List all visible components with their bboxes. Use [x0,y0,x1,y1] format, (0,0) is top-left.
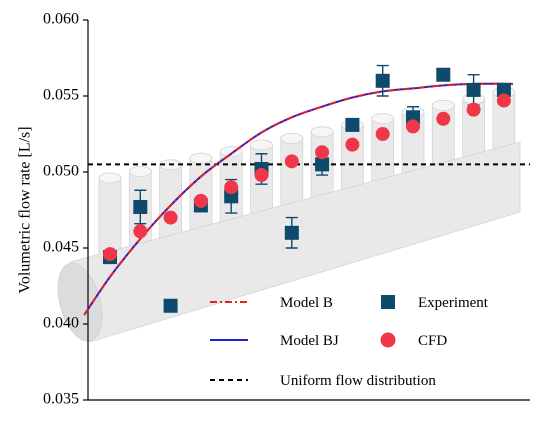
cfd-point [345,137,360,152]
manifold-branch-opening [189,152,213,164]
cfd-points [103,93,511,262]
cfd-point [436,111,451,126]
experiment-point [345,117,360,132]
y-tick-label: 0.050 [43,163,79,180]
experiment-point [466,82,481,97]
y-tick-label: 0.055 [43,87,79,104]
legend-uniform-label: Uniform flow distribution [280,373,436,389]
model-lines [83,82,513,316]
cfd-point [254,168,269,183]
cfd-point [224,180,239,195]
y-tick-label: 0.035 [43,391,79,408]
cfd-point [375,127,390,141]
cfd-point [163,210,178,225]
cfd-point [315,145,330,160]
y-ticks: 0.035 0.040 0.045 0.050 0.055 0.060 [43,11,88,408]
legend: Model B Experiment Model BJ CFD Uniform … [210,295,489,389]
manifold-inlet-opening [57,262,103,342]
experiment-point [496,82,511,97]
cfd-point [193,193,208,208]
manifold-branch-opening [98,172,122,184]
manifold-branch-opening [310,126,334,138]
cfd-point [284,154,299,169]
experiment-point [284,225,299,240]
cfd-point [406,119,420,134]
model-b-series-line [83,82,513,316]
legend-experiment-label: Experiment [418,295,489,311]
legend-experiment-marker [381,295,395,309]
legend-cfd-marker [380,332,396,348]
experiment-point [375,73,390,88]
y-tick-label: 0.045 [43,239,79,256]
y-tick-label: 0.060 [43,11,79,28]
cfd-point [496,93,511,108]
manifold-branch-opening [431,100,455,111]
manifold-branch-opening [250,139,273,151]
legend-model-b-label: Model B [280,295,333,311]
experiment-point [315,157,330,172]
experiment-point [436,67,451,82]
legend-cfd-label: CFD [418,333,447,349]
manifold-branch-opening [128,165,152,177]
y-axis-label: Volumetric flow rate [L/s] [17,126,34,293]
manifold-branch-opening [280,132,304,144]
legend-model-bj-label: Model BJ [280,333,339,349]
cfd-point [133,224,148,239]
manifold-branch-opening [371,113,395,124]
y-tick-label: 0.040 [43,315,79,332]
cfd-point [466,102,481,117]
experiment-point [163,298,178,313]
experiment-point [133,199,148,214]
cfd-point [103,247,117,262]
